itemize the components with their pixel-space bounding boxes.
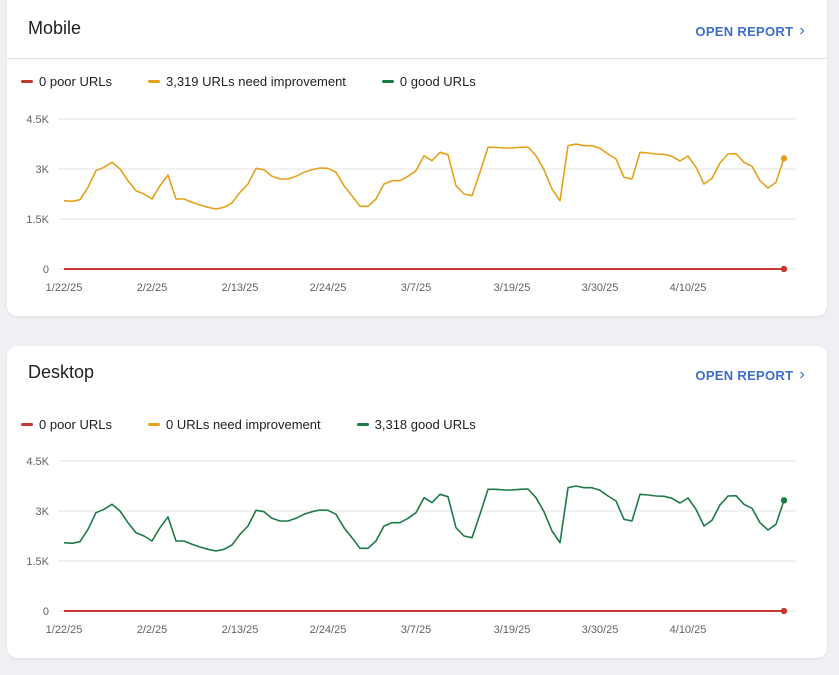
series-line-needs: [63, 143, 785, 210]
legend-item-needs-improvement[interactable]: 3,319 URLs need improvement: [147, 74, 346, 89]
open-report-button[interactable]: OPEN REPORT ›: [695, 366, 805, 384]
legend-label-poor: 0 poor URLs: [39, 74, 112, 89]
x-tick-label: 2/13/25: [222, 282, 259, 294]
open-report-label: OPEN REPORT: [695, 367, 794, 383]
legend-label-good: 0 good URLs: [399, 74, 476, 89]
x-tick-label: 3/7/25: [401, 624, 432, 636]
x-tick-label: 2/2/25: [137, 624, 168, 636]
legend-swatch-good: [381, 80, 394, 83]
legend-item-good[interactable]: 3,318 good URLs: [356, 417, 476, 432]
x-tick-label: 1/22/25: [46, 624, 83, 636]
y-tick-label: 4.5K: [26, 114, 49, 126]
x-tick-label: 3/19/25: [494, 624, 531, 636]
legend-swatch-poor: [21, 80, 33, 83]
x-tick-label: 4/10/25: [670, 624, 707, 636]
open-report-button[interactable]: OPEN REPORT ›: [695, 22, 805, 40]
x-tick-label: 2/24/25: [310, 624, 347, 636]
desktop-chart: 0 1.5K 3K 4.5K 1/22/25 2/2/25 2/13/25 2/24/25 3/…: [26, 456, 797, 636]
card-title: Desktop: [28, 362, 95, 382]
legend-label-poor: 0 poor URLs: [39, 417, 112, 432]
mobile-chart: 0 1.5K 3K 4.5K 1/22/25 2/2/25 2/13/25 2/24/25 3/…: [26, 114, 797, 294]
y-tick-label: 4.5K: [26, 456, 49, 468]
divider: [7, 58, 827, 59]
chevron-right-icon: ›: [799, 22, 805, 39]
x-tick-label: 3/30/25: [582, 282, 619, 294]
y-tick-label: 0: [43, 264, 49, 276]
y-tick-label: 1.5K: [26, 556, 49, 568]
y-tick-label: 1.5K: [26, 214, 49, 226]
legend-label-good: 3,318 good URLs: [374, 417, 476, 432]
series-end-point-needs: [780, 155, 788, 162]
legend-swatch-good: [356, 423, 369, 426]
x-tick-label: 3/19/25: [494, 282, 531, 294]
series-end-point-poor: [780, 265, 788, 273]
legend-swatch-needs-improvement: [147, 423, 160, 426]
x-tick-label: 4/10/25: [670, 282, 707, 294]
y-tick-label: 3K: [36, 164, 50, 176]
y-tick-label: 3K: [36, 506, 50, 518]
legend-swatch-needs-improvement: [147, 80, 160, 83]
legend-swatch-poor: [21, 423, 33, 426]
legend-label-needs-improvement: 0 URLs need improvement: [165, 417, 321, 432]
x-tick-label: 2/2/25: [137, 282, 168, 294]
legend-item-poor[interactable]: 0 poor URLs: [21, 417, 112, 432]
x-tick-label: 3/7/25: [401, 282, 432, 294]
legend: 0 poor URLs 3,319 URLs need improvement …: [21, 74, 512, 89]
series-line-good: [63, 485, 785, 552]
x-tick-label: 1/22/25: [46, 282, 83, 294]
series-end-point-good: [780, 497, 788, 504]
legend: 0 poor URLs 0 URLs need improvement 3,31…: [21, 417, 512, 432]
card-title: Mobile: [28, 18, 82, 38]
x-tick-label: 3/30/25: [582, 624, 619, 636]
series-end-point-poor: [780, 607, 788, 615]
x-tick-label: 2/13/25: [222, 624, 259, 636]
y-tick-label: 0: [43, 606, 49, 618]
open-report-label: OPEN REPORT: [695, 23, 794, 39]
chevron-right-icon: ›: [799, 366, 805, 383]
legend-item-good[interactable]: 0 good URLs: [381, 74, 476, 89]
legend-item-poor[interactable]: 0 poor URLs: [21, 74, 112, 89]
legend-label-needs-improvement: 3,319 URLs need improvement: [165, 74, 346, 89]
legend-item-needs-improvement[interactable]: 0 URLs need improvement: [147, 417, 321, 432]
x-tick-label: 2/24/25: [310, 282, 347, 294]
